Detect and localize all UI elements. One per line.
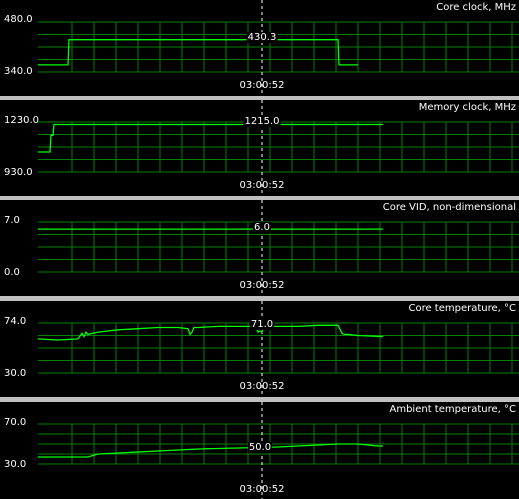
- core-vid-panel: Core VID, non-dimensional 7.0 0.0 6.0 03…: [0, 200, 519, 296]
- y-max-label: 70.0: [4, 417, 27, 428]
- panel-title: Core temperature, °C: [408, 303, 516, 314]
- cursor-value: 6.0: [253, 222, 271, 233]
- y-max-label: 7.0: [4, 215, 20, 226]
- cursor-time: 03:00:52: [239, 180, 285, 191]
- series-line: [38, 39, 358, 66]
- y-min-label: 340.0: [4, 66, 33, 77]
- cursor-time: 03:00:52: [239, 80, 285, 91]
- cursor-time: 03:00:52: [239, 280, 285, 291]
- panel-title: Memory clock, MHz: [418, 102, 516, 113]
- core-temperature-panel: Core temperature, °C 74.0 30.0 71.0 03:0…: [0, 301, 519, 397]
- cursor-time: 03:00:52: [239, 381, 285, 392]
- y-min-label: 0.0: [4, 267, 20, 278]
- series-line: [38, 443, 383, 458]
- y-max-label: 74.0: [4, 316, 27, 327]
- panel-title: Ambient temperature, °C: [389, 404, 517, 415]
- core-vid-chart: [38, 200, 519, 296]
- y-min-label: 30.0: [4, 459, 27, 470]
- panel-title: Core VID, non-dimensional: [382, 202, 516, 213]
- memory-clock-chart: [38, 100, 519, 196]
- core-temperature-chart: [37, 301, 519, 397]
- cursor-value: 71.0: [249, 319, 275, 330]
- cursor-time: 03:00:52: [239, 484, 285, 495]
- cursor-value: 430.3: [246, 32, 278, 43]
- panel-title: Core clock, MHz: [436, 2, 516, 13]
- y-min-label: 930.0: [4, 167, 33, 178]
- y-max-label: 1230.0: [4, 115, 39, 126]
- y-min-label: 30.0: [4, 368, 27, 379]
- y-max-label: 480.0: [4, 14, 33, 25]
- ambient-temperature-panel: Ambient temperature, °C 70.0 30.0 50.0 0…: [0, 402, 519, 499]
- series-line: [37, 324, 384, 341]
- core-clock-panel: Core clock, MHz 480.0 340.0 430.3 03:00:…: [0, 0, 519, 96]
- series-line: [38, 123, 383, 153]
- cursor-value: 50.0: [247, 442, 273, 453]
- core-clock-chart: [38, 0, 519, 96]
- cursor-value: 1215.0: [243, 116, 281, 127]
- memory-clock-panel: Memory clock, MHz 1230.0 930.0 1215.0 03…: [0, 100, 519, 196]
